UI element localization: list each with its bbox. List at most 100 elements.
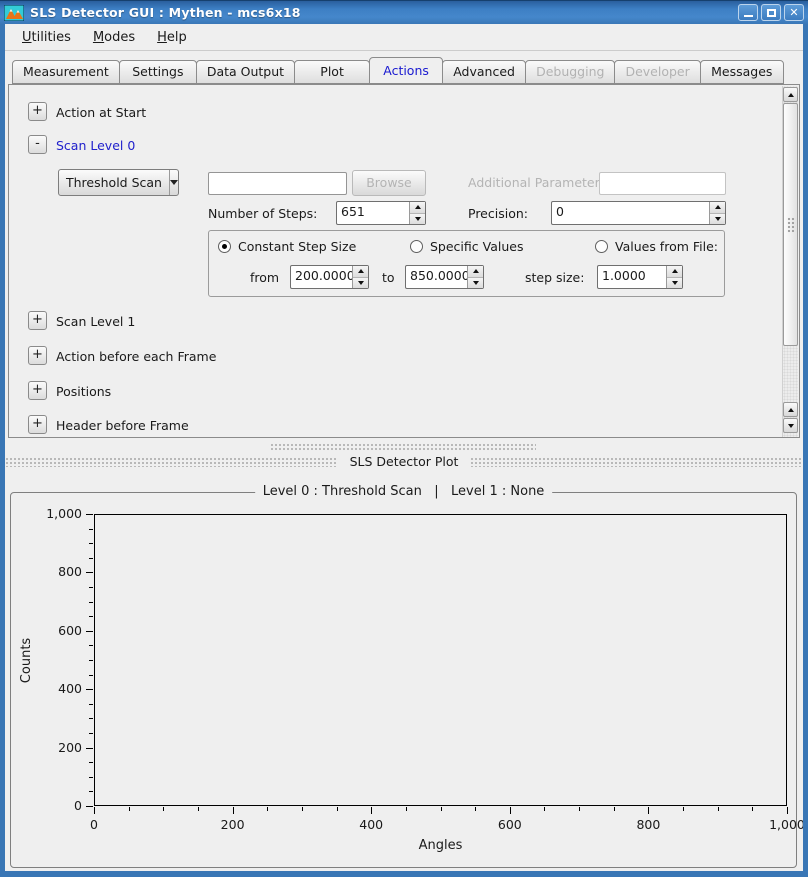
scroll-up-button[interactable]: [783, 87, 798, 102]
y-major-tick: [86, 689, 93, 691]
scroll-up-button-2[interactable]: [783, 402, 798, 417]
close-button[interactable]: ✕: [784, 4, 804, 21]
x-tick-label: 200: [220, 817, 245, 832]
section-label-header-before-frame: Header before Frame: [56, 418, 189, 433]
radio-specific-values[interactable]: Specific Values: [410, 239, 523, 254]
precision-spinbox[interactable]: 0: [551, 201, 726, 225]
splitter-handle[interactable]: [270, 443, 536, 450]
y-tick-label: 200: [58, 739, 82, 755]
tab-plot[interactable]: Plot: [294, 60, 371, 84]
x-minor-tick: [683, 807, 685, 811]
scrollbar-thumb[interactable]: [783, 103, 798, 346]
radio-constant-label: Constant Step Size: [238, 239, 357, 254]
plot-canvas[interactable]: [94, 514, 787, 806]
y-axis-label: Counts: [19, 637, 35, 683]
to-spinbox[interactable]: 850.0000: [405, 265, 484, 289]
y-minor-tick: [89, 718, 93, 720]
y-minor-tick: [89, 645, 93, 647]
precision-label: Precision:: [468, 206, 528, 221]
chevron-down-icon: [168, 170, 178, 195]
browse-button[interactable]: Browse: [352, 170, 426, 196]
expand-action-before-frame-button[interactable]: +: [28, 346, 47, 365]
tab-settings[interactable]: Settings: [118, 60, 197, 84]
tab-messages[interactable]: Messages: [699, 60, 784, 84]
vertical-scrollbar[interactable]: [782, 86, 798, 437]
expand-positions-button[interactable]: +: [28, 381, 47, 400]
script-file-input[interactable]: [208, 172, 347, 195]
y-minor-tick: [89, 543, 93, 545]
plot-dock-titlebar[interactable]: SLS Detector Plot: [5, 453, 803, 470]
minimize-button[interactable]: [738, 4, 758, 21]
y-major-tick: [86, 572, 93, 574]
spin-up-icon[interactable]: [710, 202, 725, 214]
expand-header-before-frame-button[interactable]: +: [28, 415, 47, 434]
radio-constant-step-size[interactable]: Constant Step Size: [218, 239, 356, 254]
radio-values-from-file[interactable]: Values from File:: [595, 239, 718, 254]
step-mode-groupbox: Constant Step Size Specific Values Value…: [208, 230, 725, 297]
spin-down-icon[interactable]: [353, 277, 368, 288]
x-minor-tick: [579, 807, 581, 811]
tab-data-output[interactable]: Data Output: [195, 60, 296, 84]
menu-item-help[interactable]: Help: [157, 29, 187, 45]
y-minor-tick: [89, 557, 93, 559]
x-minor-tick: [613, 807, 615, 811]
y-minor-tick: [89, 587, 93, 588]
additional-parameter-input[interactable]: [599, 172, 726, 195]
x-minor-tick: [267, 807, 269, 811]
y-major-tick: [86, 747, 93, 749]
x-minor-tick: [197, 807, 199, 811]
x-minor-tick: [336, 807, 338, 811]
spin-up-icon[interactable]: [410, 202, 425, 214]
window-body: Utilities Modes Help Measurement Settings Da…: [0, 24, 808, 877]
tab-debugging: Debugging: [525, 60, 616, 84]
spin-down-icon[interactable]: [667, 277, 682, 288]
number-of-steps-spinbox[interactable]: 651: [336, 201, 426, 225]
spin-down-icon[interactable]: [410, 213, 425, 224]
x-minor-tick: [440, 807, 442, 811]
scan-mode-select[interactable]: Threshold Scan: [58, 169, 179, 196]
spin-up-icon[interactable]: [468, 266, 483, 278]
radio-selected-icon: [218, 240, 231, 253]
expand-scan-level-1-button[interactable]: +: [28, 311, 47, 330]
y-tick-label: 0: [74, 798, 82, 813]
x-tick-label: 1,000: [769, 817, 805, 832]
x-tick-label: 600: [497, 817, 522, 832]
from-label: from: [250, 270, 280, 285]
tab-measurement[interactable]: Measurement: [12, 60, 120, 84]
step-size-spinbox[interactable]: 1.0000: [597, 265, 683, 289]
expand-action-at-start-button[interactable]: +: [28, 102, 47, 121]
spin-up-icon[interactable]: [667, 266, 682, 278]
step-size-label: step size:: [525, 270, 585, 285]
scrollbar-grip-icon: [787, 216, 796, 233]
maximize-button[interactable]: [761, 4, 781, 21]
x-major-tick: [94, 807, 95, 814]
tab-advanced[interactable]: Advanced: [442, 60, 527, 84]
x-major-tick: [787, 807, 788, 814]
y-minor-tick: [89, 674, 93, 676]
menu-item-utilities[interactable]: Utilities: [22, 29, 71, 45]
scroll-down-button[interactable]: [783, 418, 798, 433]
x-minor-tick: [128, 807, 130, 811]
additional-parameter-label: Additional Parameter:: [468, 175, 604, 190]
radio-unselected-icon: [595, 240, 608, 253]
spin-up-icon[interactable]: [353, 266, 368, 278]
x-major-tick: [371, 807, 373, 814]
x-minor-tick: [475, 807, 477, 811]
x-minor-tick: [405, 807, 407, 811]
spin-down-icon[interactable]: [468, 277, 483, 288]
from-spinbox[interactable]: 200.0000: [290, 265, 369, 289]
spin-down-icon[interactable]: [710, 213, 725, 224]
tab-actions[interactable]: Actions: [369, 57, 444, 84]
number-of-steps-value: 651: [341, 204, 365, 219]
collapse-scan-level-0-button[interactable]: -: [28, 135, 47, 154]
y-major-tick: [86, 806, 93, 807]
y-minor-tick: [89, 776, 93, 778]
x-minor-tick: [544, 807, 546, 811]
x-minor-tick: [752, 807, 754, 811]
tab-developer: Developer: [614, 60, 701, 84]
menu-item-modes[interactable]: Modes: [92, 29, 136, 45]
y-minor-tick: [89, 616, 93, 618]
x-minor-tick: [301, 807, 303, 811]
tab-bar: Measurement Settings Data Output Plot Action…: [12, 57, 784, 84]
